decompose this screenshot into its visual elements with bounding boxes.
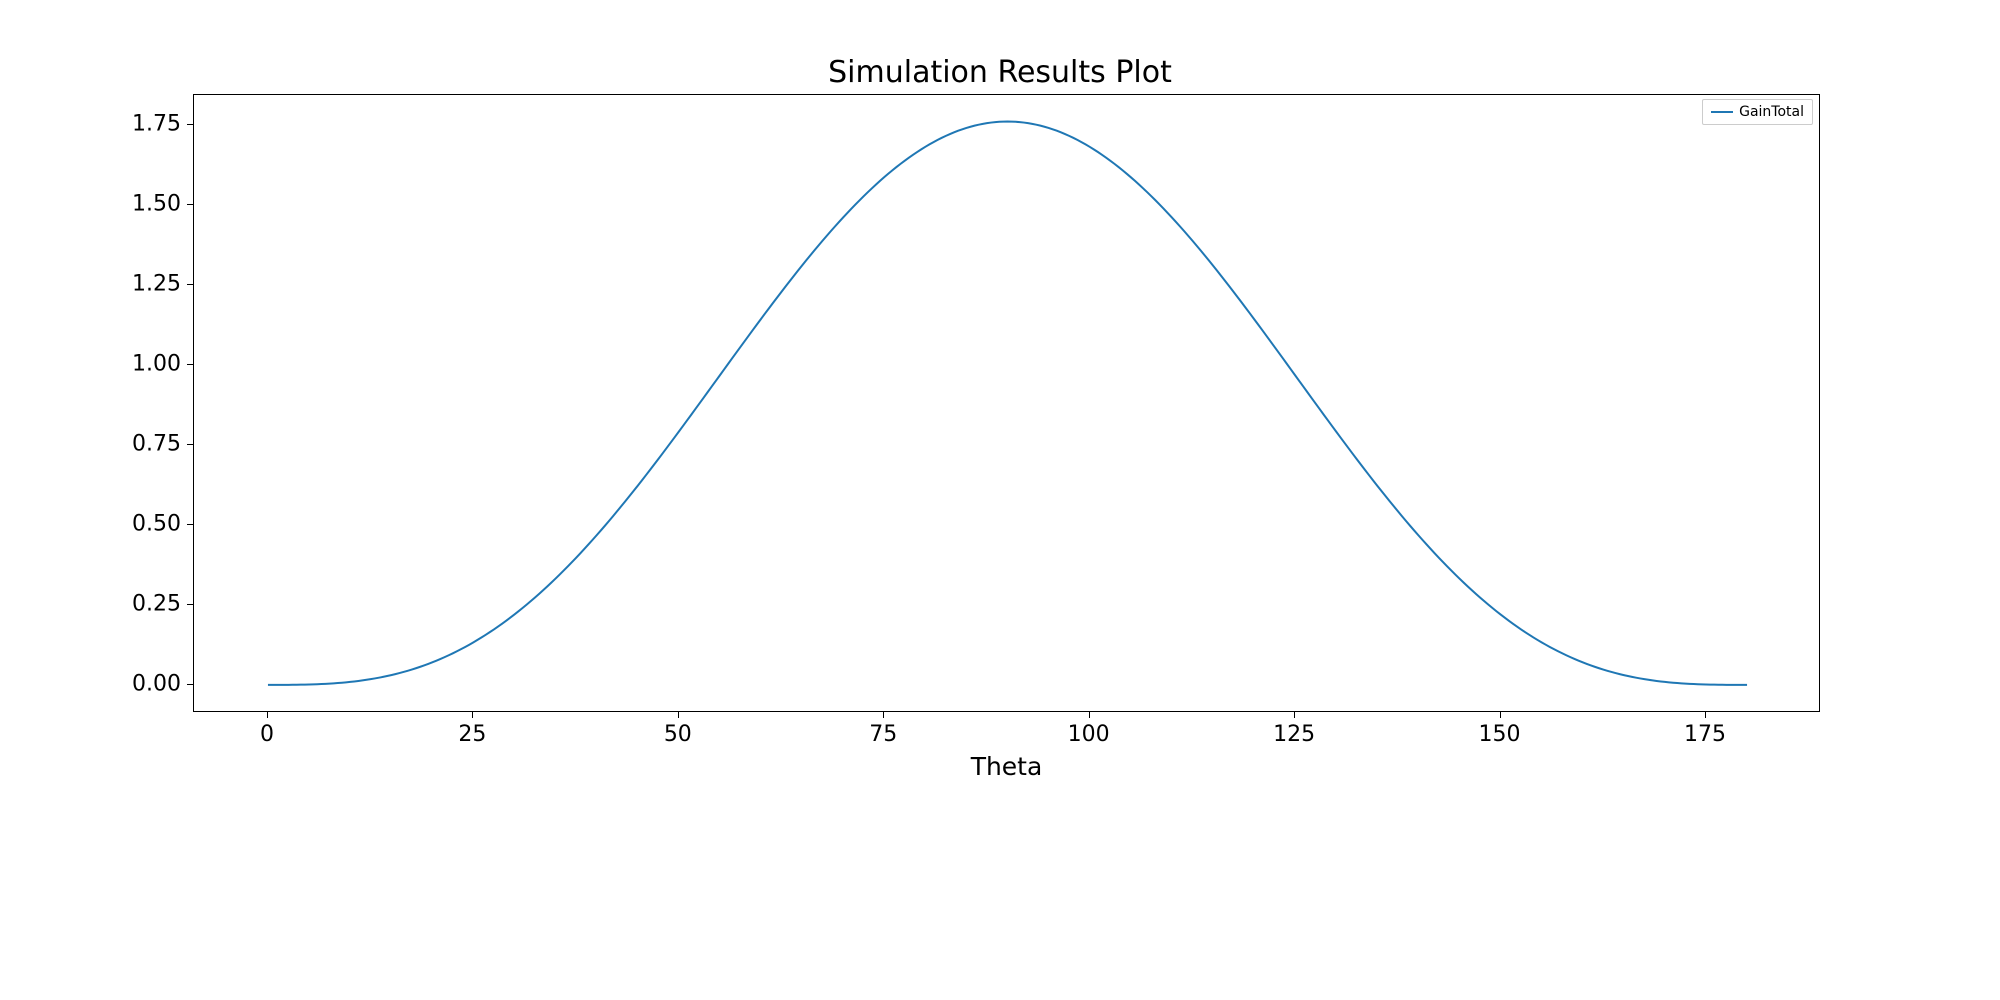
y-tick (187, 524, 193, 525)
x-tick-label: 0 (260, 722, 274, 747)
line-series-svg (194, 95, 1821, 713)
y-tick (187, 204, 193, 205)
y-tick-label: 1.50 (132, 192, 181, 217)
y-tick (187, 604, 193, 605)
y-tick-label: 0.00 (132, 671, 181, 696)
x-tick (678, 712, 679, 718)
figure: Simulation Results Plot GainTotal 0 25 50 7… (0, 0, 2000, 1000)
x-tick (1500, 712, 1501, 718)
series-line-GainTotal (268, 122, 1747, 685)
y-tick (187, 284, 193, 285)
x-tick (267, 712, 268, 718)
legend-swatch (1711, 111, 1733, 113)
y-tick (187, 444, 193, 445)
legend: GainTotal (1702, 99, 1813, 125)
y-tick-label: 1.25 (132, 272, 181, 297)
x-tick (1294, 712, 1295, 718)
x-tick-label: 50 (664, 722, 692, 747)
x-tick (1089, 712, 1090, 718)
y-tick (187, 364, 193, 365)
x-tick (472, 712, 473, 718)
x-tick (1705, 712, 1706, 718)
y-tick-label: 0.50 (132, 512, 181, 537)
x-tick-label: 175 (1684, 722, 1726, 747)
legend-label: GainTotal (1739, 104, 1804, 120)
y-tick (187, 684, 193, 685)
x-tick-label: 25 (458, 722, 486, 747)
y-tick-label: 1.75 (132, 112, 181, 137)
legend-item: GainTotal (1711, 104, 1804, 120)
chart-title: Simulation Results Plot (0, 55, 2000, 90)
x-tick-label: 75 (869, 722, 897, 747)
plot-area: GainTotal (193, 94, 1820, 712)
y-tick-label: 0.25 (132, 591, 181, 616)
y-tick (187, 124, 193, 125)
y-tick-label: 0.75 (132, 432, 181, 457)
x-tick (883, 712, 884, 718)
x-tick-label: 150 (1479, 722, 1521, 747)
x-tick-label: 100 (1068, 722, 1110, 747)
x-axis-label: Theta (971, 752, 1043, 781)
y-tick-label: 1.00 (132, 352, 181, 377)
x-tick-label: 125 (1273, 722, 1315, 747)
